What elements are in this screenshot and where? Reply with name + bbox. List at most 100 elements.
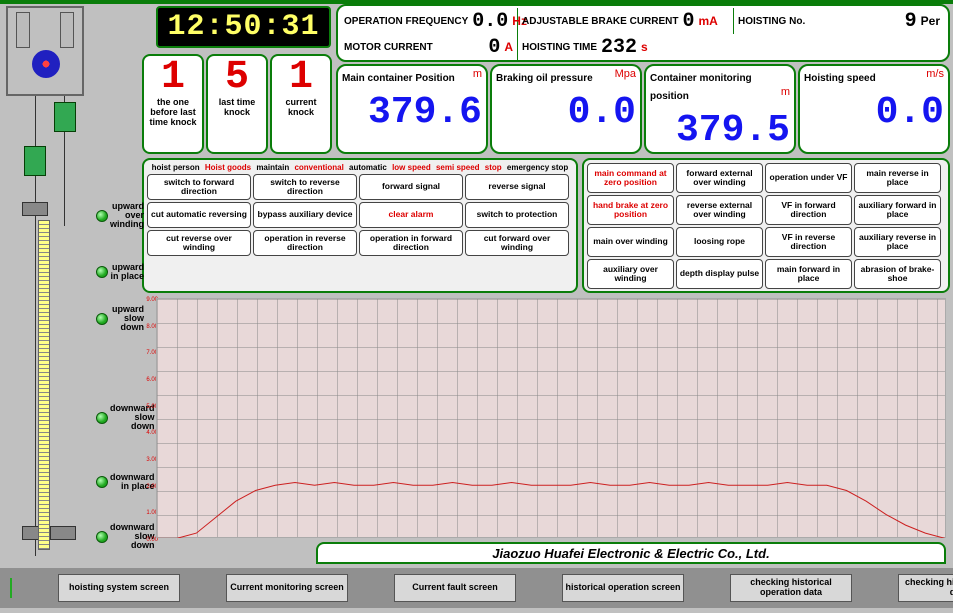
status-button[interactable]: main over winding <box>587 227 674 257</box>
pulley-post-right <box>60 12 74 48</box>
bigval-num: 0.0 <box>804 94 944 132</box>
control-button[interactable]: cut forward over winding <box>465 230 569 256</box>
op-freq-label: OPERATION FREQUENCY <box>344 16 468 27</box>
control-button[interactable]: cut automatic reversing <box>147 202 251 228</box>
bigval-unit: m <box>781 86 790 98</box>
led-row: upward over winding <box>96 202 144 229</box>
status-button[interactable]: forward external over winding <box>676 163 763 193</box>
right-button-panel: main command at zero positionforward ext… <box>582 158 950 293</box>
mode-row: hoist person Hoist goods maintain conventio… <box>147 163 573 174</box>
chart-svg <box>157 299 945 538</box>
screen-nav-button[interactable]: checking historical operation data <box>730 574 852 602</box>
mode-item[interactable]: emergency stop <box>507 164 568 172</box>
hoist-time-unit: s <box>641 40 648 54</box>
bottom-bar: hoisting system screen Current monitoring… <box>0 568 953 608</box>
bigval-row: Main container Position m 379.6 Braking o… <box>336 64 950 154</box>
trend-chart <box>156 298 946 538</box>
knock-num: 1 <box>161 58 185 98</box>
screen-nav-button[interactable]: Current fault screen <box>394 574 516 602</box>
led-column: upward over winding upward in place upwa… <box>96 202 144 554</box>
mode-item[interactable]: Hoist goods <box>205 164 251 172</box>
status-led-icon <box>96 476 108 488</box>
led-label: upward in place <box>110 263 144 281</box>
status-button[interactable]: operation under VF <box>765 163 852 193</box>
cage-upper <box>24 146 46 176</box>
control-button[interactable]: reverse signal <box>465 174 569 200</box>
bigval-box-2: Container monitoring position m 379.5 <box>644 64 796 154</box>
hoist-time-value: 232 <box>601 36 637 59</box>
control-button[interactable]: switch to reverse direction <box>253 174 357 200</box>
led-label: upward over winding <box>110 202 144 229</box>
control-button[interactable]: operation in forward direction <box>359 230 463 256</box>
status-button[interactable]: main forward in place <box>765 259 852 289</box>
mode-item[interactable]: maintain <box>256 164 289 172</box>
status-button[interactable]: depth display pulse <box>676 259 763 289</box>
mode-item[interactable]: conventional <box>294 164 343 172</box>
led-row: downward slow down <box>96 523 144 550</box>
bigval-box-3: Hoisting speed m/s 0.0 <box>798 64 950 154</box>
knock-label: the one before last time knock <box>146 98 200 128</box>
mode-item[interactable]: hoist person <box>152 164 200 172</box>
mode-item[interactable]: automatic <box>349 164 387 172</box>
control-button[interactable]: bypass auxiliary device <box>253 202 357 228</box>
status-button[interactable]: main command at zero position <box>587 163 674 193</box>
brake-cur-value: 0 <box>682 10 694 33</box>
status-led-left <box>10 578 12 598</box>
led-row: downward in place <box>96 473 144 491</box>
bigval-num: 379.5 <box>650 112 790 150</box>
block-3 <box>50 526 76 540</box>
status-button[interactable]: abrasion of brake-shoe <box>854 259 941 289</box>
led-row: upward slow down <box>96 305 144 332</box>
screen-nav-button[interactable]: historical operation screen <box>562 574 684 602</box>
bigval-unit: Mpa <box>615 68 636 80</box>
screen-nav-button[interactable]: hoisting system screen <box>58 574 180 602</box>
status-button[interactable]: main reverse in place <box>854 163 941 193</box>
status-button[interactable]: VF in reverse direction <box>765 227 852 257</box>
screen-nav-button[interactable]: Current monitoring screen <box>226 574 348 602</box>
status-button[interactable]: auxiliary reverse in place <box>854 227 941 257</box>
bigval-title: Braking oil pressure <box>496 73 593 84</box>
control-button[interactable]: switch to forward direction <box>147 174 251 200</box>
readouts-panel: OPERATION FREQUENCY 0.0 Hz ADJUSTABLE BR… <box>336 4 950 62</box>
bigval-box-0: Main container Position m 379.6 <box>336 64 488 154</box>
mode-item[interactable]: low speed <box>392 164 431 172</box>
hoist-time-label: HOISTING TIME <box>522 42 597 53</box>
status-button[interactable]: reverse external over winding <box>676 195 763 225</box>
screen-nav-button[interactable]: checking historical faults data <box>898 574 953 602</box>
block-1 <box>22 202 48 216</box>
knock-num: 1 <box>289 58 313 98</box>
status-button[interactable]: VF in forward direction <box>765 195 852 225</box>
control-button[interactable]: cut reverse over winding <box>147 230 251 256</box>
pulley-housing <box>6 6 84 96</box>
status-button[interactable]: loosing rope <box>676 227 763 257</box>
control-button[interactable]: operation in reverse direction <box>253 230 357 256</box>
chart-line <box>157 483 945 539</box>
clock-display: 12:50:31 <box>156 6 331 48</box>
bigval-unit: m <box>473 68 482 80</box>
status-button[interactable]: hand brake at zero position <box>587 195 674 225</box>
mode-item[interactable]: semi speed <box>436 164 480 172</box>
control-button[interactable]: switch to protection <box>465 202 569 228</box>
motor-cur-label: MOTOR CURRENT <box>344 42 433 53</box>
hoist-no-unit: Per <box>921 14 940 28</box>
bigval-title: Hoisting speed <box>804 73 876 84</box>
bigval-num: 379.6 <box>342 94 482 132</box>
knock-row: 1 the one before last time knock5 last t… <box>142 54 332 154</box>
knock-num: 5 <box>225 58 249 98</box>
pulley-wheel-icon <box>32 50 60 78</box>
control-button[interactable]: forward signal <box>359 174 463 200</box>
led-row: upward in place <box>96 263 144 281</box>
status-button[interactable]: auxiliary forward in place <box>854 195 941 225</box>
knock-box-1: 5 last time knock <box>206 54 268 154</box>
knock-label: last time knock <box>210 98 264 118</box>
pulley-post-left <box>16 12 30 48</box>
brake-cur-label: ADJUSTABLE BRAKE CURRENT <box>522 16 678 27</box>
brake-cur-unit: mA <box>699 14 718 28</box>
cage-right <box>54 102 76 132</box>
knock-box-0: 1 the one before last time knock <box>142 54 204 154</box>
mode-item[interactable]: stop <box>485 164 502 172</box>
ruler-scale <box>38 220 50 550</box>
control-button[interactable]: clear alarm <box>359 202 463 228</box>
status-button[interactable]: auxiliary over winding <box>587 259 674 289</box>
hoist-no-value: 9 <box>905 10 917 33</box>
